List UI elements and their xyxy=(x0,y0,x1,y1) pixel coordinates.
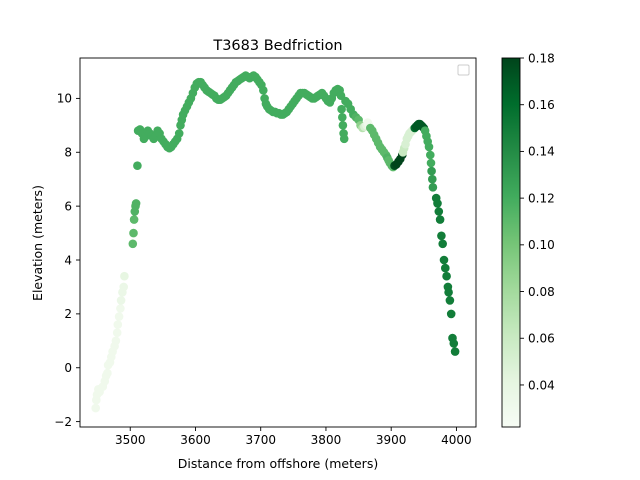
plot-frame xyxy=(79,57,477,428)
x-tick-label: 3900 xyxy=(376,433,407,447)
scatter-point xyxy=(442,271,451,281)
x-tick-label: 4000 xyxy=(441,433,472,447)
scatter-point xyxy=(174,129,184,138)
scatter-point xyxy=(445,296,455,305)
colorbar-tick-label: 0.14 xyxy=(528,145,555,159)
scatter-point xyxy=(129,228,138,238)
scatter-point xyxy=(338,113,347,122)
scatter-point xyxy=(103,368,112,378)
scatter-point xyxy=(129,215,139,224)
colorbar-tick-label: 0.12 xyxy=(528,191,555,205)
y-tick-label: 10 xyxy=(57,92,72,106)
y-axis-label: Elevation (meters) xyxy=(30,185,45,301)
y-tick-label: 0 xyxy=(64,361,72,375)
scatter-point xyxy=(112,328,122,338)
scatter-point xyxy=(91,403,100,413)
scatter-point xyxy=(119,282,128,292)
scatter-point xyxy=(427,166,436,176)
x-tick-label: 3800 xyxy=(311,433,342,447)
scatter-point xyxy=(424,142,434,152)
x-tick-label: 3600 xyxy=(180,433,211,447)
colorbar-tick-label: 0.08 xyxy=(528,285,555,299)
scatter-point xyxy=(444,288,453,297)
y-tick-label: 6 xyxy=(64,199,72,213)
scatter-point xyxy=(433,199,442,208)
scatter-point xyxy=(449,339,459,348)
scatter-point xyxy=(434,207,444,216)
y-tick-label: 2 xyxy=(64,307,72,321)
scatter-point xyxy=(128,239,138,249)
scatter-point xyxy=(428,183,438,192)
x-tick-label: 3700 xyxy=(245,433,276,447)
colorbar-tick-label: 0.06 xyxy=(528,332,555,346)
scatter-point xyxy=(437,231,446,241)
y-tick-label: 4 xyxy=(64,253,72,267)
scatter-point xyxy=(131,199,141,208)
colorbar-tick-label: 0.04 xyxy=(528,378,555,392)
chart-title: T3683 Bedfriction xyxy=(212,38,342,54)
plot-area: 3500 3600 3700 3800 3900 4000 −2 0 2 4 6 8 10 xyxy=(54,57,477,447)
scatter-point xyxy=(120,271,129,281)
y-tick-label: −2 xyxy=(54,415,72,429)
scatter-point xyxy=(116,304,125,313)
scatter-point xyxy=(450,347,460,356)
colorbar-tick-label: 0.16 xyxy=(528,98,555,112)
scatter-point xyxy=(339,134,349,144)
scatter-point xyxy=(438,239,448,249)
legend-box xyxy=(457,64,470,76)
x-axis-label: Distance from offshore (meters) xyxy=(178,456,378,471)
scatter-point xyxy=(111,336,121,346)
x-tick-label: 3500 xyxy=(115,433,146,447)
scatter-point xyxy=(133,161,142,170)
scatter-point xyxy=(435,215,445,224)
scatter-point xyxy=(338,121,348,130)
scatter-point xyxy=(426,150,435,160)
colorbar-tick-label: 0.10 xyxy=(528,238,555,252)
colorbar: 0.04 0.06 0.08 0.10 0.12 0.14 0.16 0.18 xyxy=(501,51,555,428)
scatter-point xyxy=(426,158,436,168)
scatter-point xyxy=(259,86,268,95)
scatter-point xyxy=(441,263,450,273)
scatter-point xyxy=(337,104,346,114)
scatter-point xyxy=(116,296,126,305)
colorbar-gradient xyxy=(501,57,521,428)
scatter-point xyxy=(114,312,124,321)
y-tick-label: 8 xyxy=(64,146,72,160)
scatter-point xyxy=(439,255,449,265)
colorbar-tick-label: 0.18 xyxy=(528,51,555,65)
scatter-point xyxy=(113,320,123,329)
scatter-point xyxy=(446,309,456,319)
scatter-point xyxy=(428,174,437,184)
